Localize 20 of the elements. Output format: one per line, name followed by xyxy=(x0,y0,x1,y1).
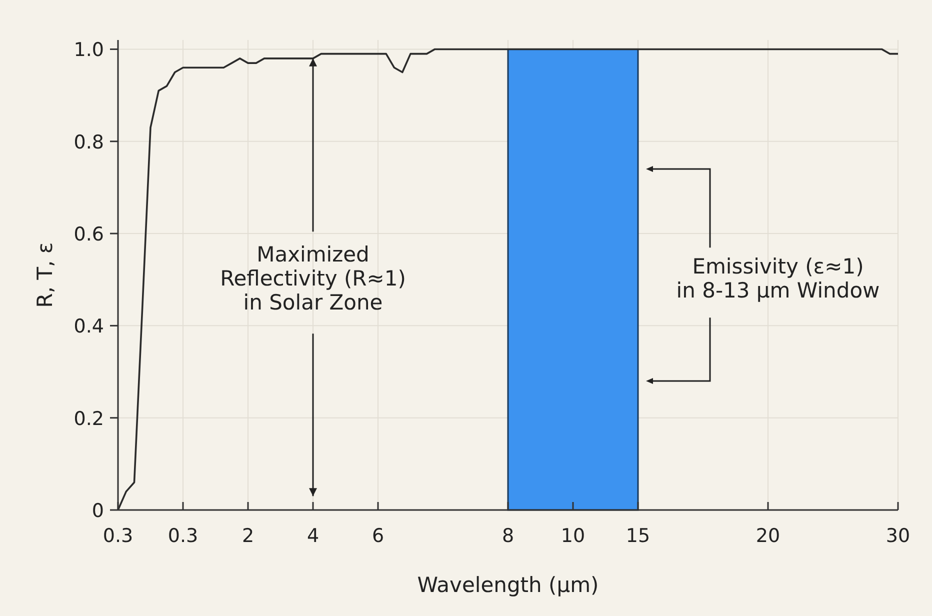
y-tick-label: 0.8 xyxy=(74,131,104,154)
annotation: Maximized Reflectivity (R≈1) in Solar Zone xyxy=(220,242,406,315)
x-tick-label: 30 xyxy=(886,525,910,547)
y-axis-title: R, T, ε xyxy=(33,242,57,308)
x-tick-label: 15 xyxy=(626,525,650,547)
x-tick-label: 10 xyxy=(560,525,586,547)
x-tick-label: 0.3 xyxy=(102,525,134,547)
x-tick-label: 8 xyxy=(502,525,514,547)
x-tick-label: 2 xyxy=(242,525,254,547)
y-tick-label: 0.6 xyxy=(74,224,104,246)
y-tick-label: 1.0 xyxy=(74,39,104,62)
x-axis-title: Wavelength (μm) xyxy=(417,573,599,597)
x-tick-label: 6 xyxy=(372,525,384,547)
x-tick-label: 0.3 xyxy=(168,525,198,547)
y-tick-label: 0.2 xyxy=(74,408,104,430)
annotation: Emissivity (ε≈1) in 8-13 μm Window xyxy=(676,254,880,303)
x-tick-label: 20 xyxy=(756,525,780,547)
x-tick-label: 4 xyxy=(306,525,320,547)
y-tick-label: 0.4 xyxy=(74,316,104,338)
y-tick-label: 0 xyxy=(92,500,104,522)
